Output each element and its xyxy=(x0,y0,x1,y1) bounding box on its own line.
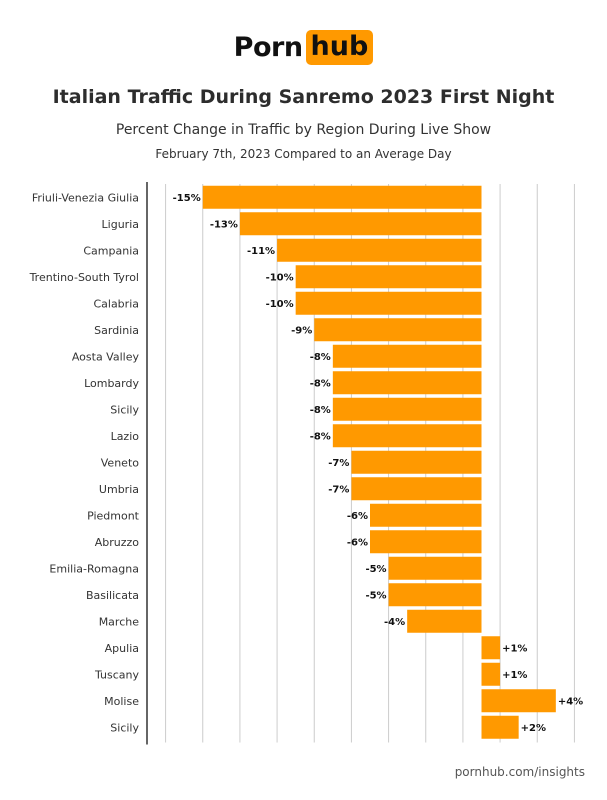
data-label: -11% xyxy=(247,246,275,257)
bar xyxy=(332,344,482,368)
brand-logo: Porn hub xyxy=(0,30,607,65)
category-label: Emilia-Romagna xyxy=(49,562,139,575)
bar xyxy=(295,291,482,315)
bars xyxy=(202,185,556,739)
category-label: Lombardy xyxy=(84,377,139,390)
category-label: Apulia xyxy=(105,642,139,655)
bar xyxy=(481,715,519,739)
category-label: Piedmont xyxy=(87,509,140,522)
data-label: -7% xyxy=(328,484,349,495)
category-label: Liguria xyxy=(102,218,139,231)
labels: Friuli-Venezia Giulia -15% Liguria -13% Camp… xyxy=(29,191,584,734)
category-label: Sardinia xyxy=(94,324,139,337)
bar xyxy=(481,689,556,713)
data-label: -5% xyxy=(365,590,386,601)
bar xyxy=(314,318,482,342)
source-footer: pornhub.com/insights xyxy=(454,765,585,779)
bar xyxy=(481,662,501,686)
bar xyxy=(407,609,482,633)
category-label: Abruzzo xyxy=(95,536,140,549)
category-label: Marche xyxy=(99,615,140,628)
bar xyxy=(388,556,482,580)
data-label: -13% xyxy=(210,219,238,230)
category-label: Basilicata xyxy=(86,589,139,602)
bar xyxy=(388,583,482,607)
chart-title: Italian Traffic During Sanremo 2023 Firs… xyxy=(52,86,555,108)
category-label: Tuscany xyxy=(94,668,140,681)
bar xyxy=(332,424,482,448)
category-label: Calabria xyxy=(93,297,139,310)
data-label: -10% xyxy=(266,299,294,310)
data-label: -9% xyxy=(291,325,312,336)
data-label: -6% xyxy=(347,537,368,548)
data-label: -4% xyxy=(384,617,405,628)
bar xyxy=(202,185,482,209)
bar xyxy=(239,212,482,236)
category-label: Lazio xyxy=(111,430,140,443)
category-label: Veneto xyxy=(101,456,139,469)
bar xyxy=(351,477,482,501)
category-label: Friuli-Venezia Giulia xyxy=(32,191,139,204)
data-label: -7% xyxy=(328,458,349,469)
bar xyxy=(277,238,482,262)
data-label: +1% xyxy=(502,670,527,681)
logo-text-porn: Porn xyxy=(233,32,303,63)
logo-text-hub: hub xyxy=(305,30,374,65)
bar xyxy=(370,530,482,554)
data-label: -8% xyxy=(310,405,331,416)
data-label: +2% xyxy=(521,723,546,734)
chart-date-note: February 7th, 2023 Compared to an Averag… xyxy=(155,147,452,161)
data-label: -8% xyxy=(310,378,331,389)
bar-chart: Friuli-Venezia Giulia -15% Liguria -13% Camp… xyxy=(29,182,584,745)
category-label: Sicily xyxy=(110,403,139,416)
data-label: -6% xyxy=(347,511,368,522)
category-label: Trentino-South Tyrol xyxy=(29,271,139,284)
category-label: Campania xyxy=(83,244,139,257)
data-label: -5% xyxy=(365,564,386,575)
data-label: +1% xyxy=(502,643,527,654)
data-label: -8% xyxy=(310,431,331,442)
data-label: -15% xyxy=(173,193,201,204)
category-label: Sicily xyxy=(110,721,139,734)
chart-subtitle: Percent Change in Traffic by Region Duri… xyxy=(115,122,492,138)
data-label: +4% xyxy=(558,696,583,707)
bar xyxy=(295,265,482,289)
bar xyxy=(481,636,501,660)
bar xyxy=(370,503,482,527)
category-label: Molise xyxy=(104,695,139,708)
data-label: -8% xyxy=(310,352,331,363)
bar xyxy=(332,397,482,421)
bar xyxy=(351,450,482,474)
category-label: Aosta Valley xyxy=(72,350,140,363)
data-label: -10% xyxy=(266,272,294,283)
bar xyxy=(332,371,482,395)
category-label: Umbria xyxy=(99,483,139,496)
